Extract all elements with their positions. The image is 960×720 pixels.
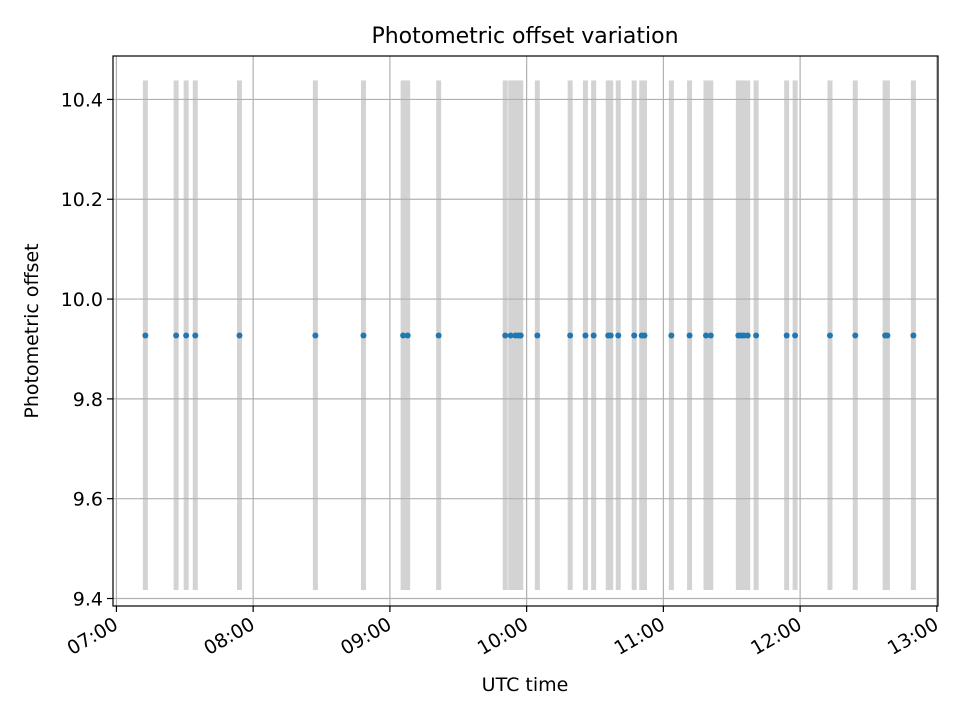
data-point-2 — [183, 332, 190, 339]
y-tick-label-0: 9.4 — [73, 589, 103, 611]
data-point-39 — [884, 332, 891, 339]
data-point-14 — [517, 332, 524, 339]
y-tick-label-3: 10.0 — [61, 289, 103, 311]
y-tick-label-2: 9.8 — [73, 389, 103, 411]
data-point-35 — [792, 332, 799, 339]
y-tick-label-1: 9.6 — [73, 489, 103, 511]
data-point-37 — [852, 332, 859, 339]
data-point-33 — [753, 332, 760, 339]
data-point-6 — [360, 332, 367, 339]
data-point-32 — [744, 332, 751, 339]
chart-title: Photometric offset variation — [371, 24, 678, 49]
data-point-4 — [236, 332, 243, 339]
data-point-17 — [582, 332, 589, 339]
x-tick-label-2: 09:00 — [337, 613, 395, 659]
data-point-40 — [910, 332, 917, 339]
y-tick-label-4: 10.2 — [61, 189, 103, 211]
data-point-9 — [435, 332, 442, 339]
data-point-21 — [615, 332, 622, 339]
data-point-7 — [400, 332, 407, 339]
data-point-16 — [567, 332, 574, 339]
data-point-5 — [312, 332, 319, 339]
data-point-8 — [404, 332, 411, 339]
data-point-20 — [607, 332, 614, 339]
data-point-27 — [702, 332, 709, 339]
data-point-15 — [534, 332, 541, 339]
x-tick-label-6: 13:00 — [884, 613, 942, 659]
x-axis-label: UTC time — [482, 674, 569, 696]
data-point-3 — [192, 332, 199, 339]
data-point-26 — [686, 332, 693, 339]
data-point-25 — [668, 332, 675, 339]
plot-area: 9.4 9.6 9.8 10.0 10.2 10.4 07:00 08:00 09:00 10:0… — [61, 55, 942, 660]
y-tick-label-5: 10.4 — [61, 89, 103, 111]
data-point-1 — [173, 332, 180, 339]
data-point-36 — [826, 332, 833, 339]
data-point-28 — [707, 332, 714, 339]
data-point-24 — [641, 332, 648, 339]
x-tick-label-4: 11:00 — [610, 613, 668, 659]
data-point-22 — [631, 332, 638, 339]
data-point-0 — [142, 332, 149, 339]
x-tick-label-0: 07:00 — [63, 613, 121, 659]
x-tick-label-3: 10:00 — [474, 613, 532, 659]
y-axis-label: Photometric offset — [21, 243, 43, 418]
data-point-34 — [783, 332, 790, 339]
axes-frame — [112, 55, 939, 607]
x-tick-label-1: 08:00 — [200, 613, 258, 659]
data-point-10 — [502, 332, 509, 339]
data-point-11 — [507, 332, 514, 339]
data-point-18 — [590, 332, 597, 339]
x-tick-label-5: 12:00 — [747, 613, 805, 659]
